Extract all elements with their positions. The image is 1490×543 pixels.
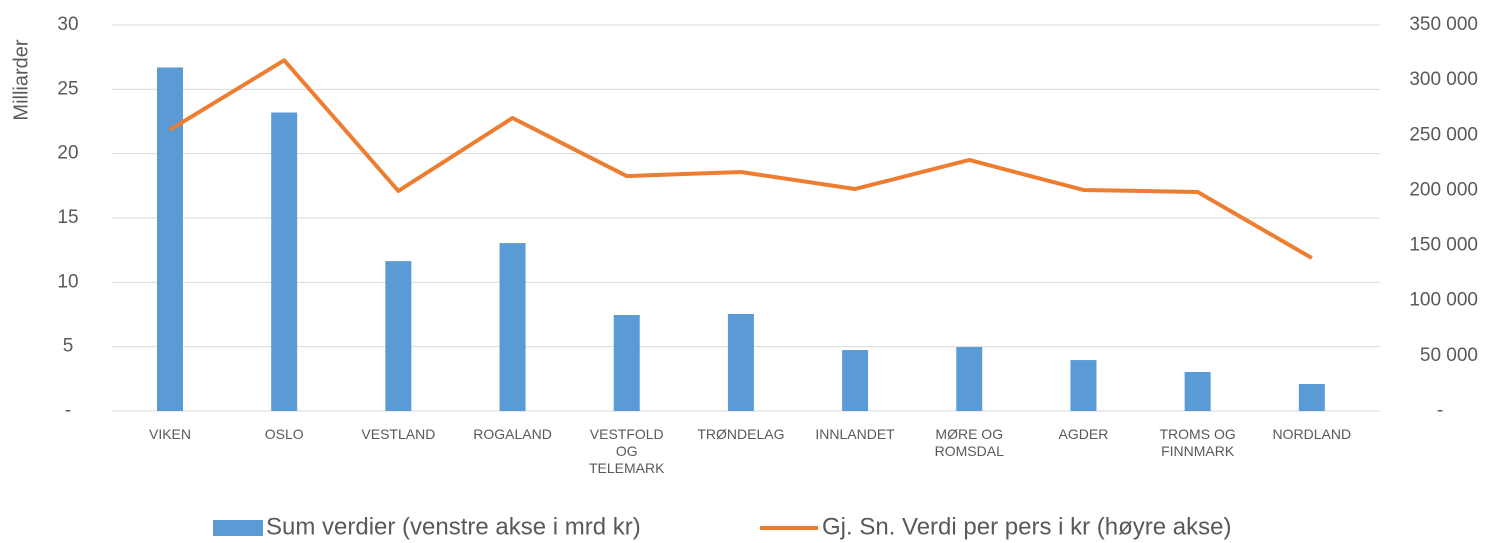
bar [956,347,983,411]
x-tick-label: MØRE OG ROMSDAL [934,426,1004,459]
y-tick-label: 20 [57,143,78,164]
x-tick-label: INNLANDET [815,426,895,442]
x-tick-label: TROMS OG FINNMARK [1159,426,1236,459]
y2-tick-label: 250 000 [1409,124,1478,145]
x-tick-label: VIKEN [148,426,191,442]
y2-tick-label: - [1437,400,1443,421]
x-tick-label: OSLO [264,426,304,442]
y-tick-label: 15 [57,207,78,228]
y-tick-label: 10 [57,271,78,292]
x-tick-label: AGDER [1058,426,1109,442]
x-tick-label: TRØNDELAG [697,426,785,442]
bar [842,350,869,411]
y2-tick-label: 200 000 [1409,179,1478,200]
x-tick-label: NORDLAND [1272,426,1352,442]
bar [1184,372,1211,411]
legend-label: Gj. Sn. Verdi per pers i kr (høyre akse) [822,513,1231,540]
y-axis-title: Milliarder [10,39,32,120]
bar [499,243,526,411]
y-tick-label: - [65,400,71,421]
bar [271,112,298,411]
legend-swatch [213,520,263,536]
bar [385,261,412,411]
y2-tick-label: 100 000 [1409,290,1478,311]
y-tick-label: 30 [57,14,78,35]
line [168,58,1313,260]
y-tick-label: 25 [57,78,78,99]
y-tick-label: 5 [63,336,74,357]
x-tick-label: VESTFOLD OG TELEMARK [588,426,665,476]
bar [1070,360,1097,411]
bar [157,67,183,412]
x-tick-label: VESTLAND [361,426,436,442]
bar [613,315,640,411]
legend-label: Sum verdier (venstre akse i mrd kr) [266,513,641,540]
bar [1298,383,1325,411]
y2-tick-label: 50 000 [1420,345,1478,366]
y2-tick-label: 150 000 [1409,235,1478,256]
y2-tick-label: 350 000 [1409,14,1478,35]
bar [727,313,754,411]
y2-tick-label: 300 000 [1409,69,1478,90]
x-tick-label: ROGALAND [473,426,552,442]
